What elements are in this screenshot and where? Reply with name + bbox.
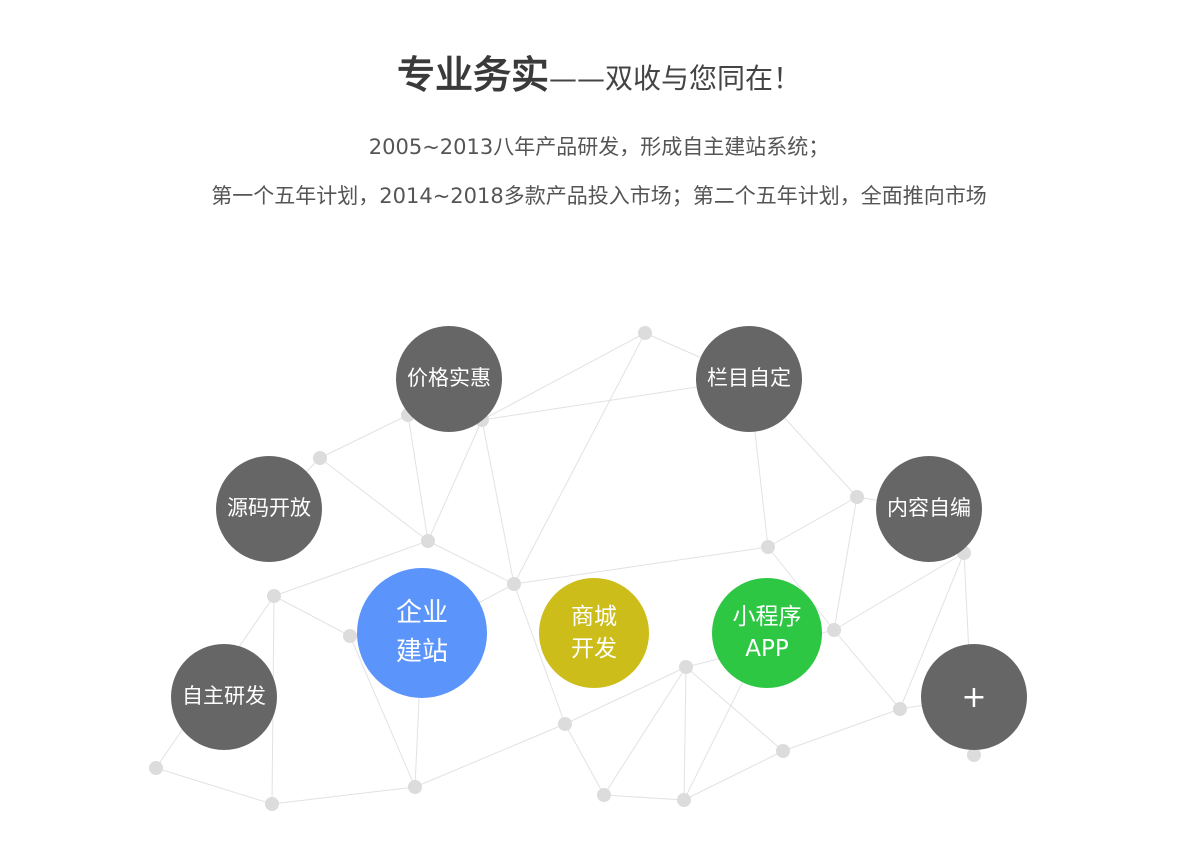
product-mall[interactable]: 商城 开发 xyxy=(539,578,649,688)
network-link xyxy=(271,786,416,805)
network-link xyxy=(273,595,351,637)
more-button[interactable]: + xyxy=(921,644,1027,750)
feature-content-edit[interactable]: 内容自编 xyxy=(876,456,982,562)
network-link xyxy=(603,666,687,796)
network-link xyxy=(685,666,784,752)
feature-custom-columns[interactable]: 栏目自定 xyxy=(696,326,802,432)
network-link xyxy=(319,414,409,459)
network-link xyxy=(603,794,685,801)
product-miniapp[interactable]: 小程序 APP xyxy=(712,578,822,688)
intro-line-2: 第一个五年计划，2014~2018多款产品投入市场；第二个五年计划，全面推向市场 xyxy=(211,184,987,208)
product-label: 建站 xyxy=(395,637,448,667)
network-link xyxy=(414,723,566,788)
product-label: 企业 xyxy=(395,598,448,628)
network-link xyxy=(513,583,566,725)
title-rest: ——双收与您同在！ xyxy=(549,62,802,95)
network-link xyxy=(513,546,769,585)
network-node xyxy=(265,797,279,811)
network-link xyxy=(899,552,965,710)
network-link xyxy=(564,723,605,796)
network-link xyxy=(564,666,687,725)
network-node xyxy=(638,326,652,340)
network-node xyxy=(267,589,281,603)
feature-price[interactable]: 价格实惠 xyxy=(396,326,502,432)
feature-label: 源码开放 xyxy=(227,496,311,521)
feature-label: 栏目自定 xyxy=(707,366,791,391)
network-link xyxy=(481,419,515,585)
network-link xyxy=(513,332,646,585)
feature-label: 价格实惠 xyxy=(407,366,491,391)
network-link xyxy=(155,767,273,805)
network-link xyxy=(273,540,429,597)
network-node xyxy=(343,629,357,643)
network-link xyxy=(319,457,429,542)
network-node xyxy=(967,748,981,762)
network-link xyxy=(767,496,858,548)
network-link xyxy=(683,666,687,801)
network-link xyxy=(683,750,784,801)
network-link xyxy=(481,332,646,421)
network-node xyxy=(149,761,163,775)
product-label: APP xyxy=(745,636,789,662)
plus-icon: + xyxy=(961,679,987,715)
network-link xyxy=(407,414,429,542)
network-node xyxy=(507,577,521,591)
network-link xyxy=(782,708,901,752)
network-node xyxy=(558,717,572,731)
network-link xyxy=(833,496,858,631)
network-link xyxy=(427,540,515,585)
network-node xyxy=(677,793,691,807)
network-node xyxy=(850,490,864,504)
network-node xyxy=(761,540,775,554)
network-node xyxy=(679,660,693,674)
product-label: 开发 xyxy=(571,636,617,662)
feature-label: 内容自编 xyxy=(887,496,971,521)
feature-self-developed[interactable]: 自主研发 xyxy=(171,644,277,750)
intro-line-1: 2005~2013八年产品研发，形成自主建站系统； xyxy=(368,135,830,159)
feature-label: 自主研发 xyxy=(182,684,266,709)
network-node xyxy=(597,788,611,802)
network-node xyxy=(776,744,790,758)
network-link xyxy=(767,546,835,631)
feature-open-source[interactable]: 源码开放 xyxy=(216,456,322,562)
section-title: 专业务实——双收与您同在！ xyxy=(0,44,1198,99)
network-node xyxy=(893,702,907,716)
network-link xyxy=(833,629,901,710)
network-link xyxy=(349,635,416,788)
product-label: 商城 xyxy=(571,603,617,630)
network-node xyxy=(827,623,841,637)
product-website[interactable]: 企业 建站 xyxy=(357,568,487,698)
network-node xyxy=(313,451,327,465)
product-label: 小程序 xyxy=(732,603,802,630)
network-node xyxy=(408,780,422,794)
title-bold: 专业务实 xyxy=(396,53,549,97)
network-node xyxy=(421,534,435,548)
network-link xyxy=(833,552,965,631)
network-link xyxy=(427,419,483,542)
